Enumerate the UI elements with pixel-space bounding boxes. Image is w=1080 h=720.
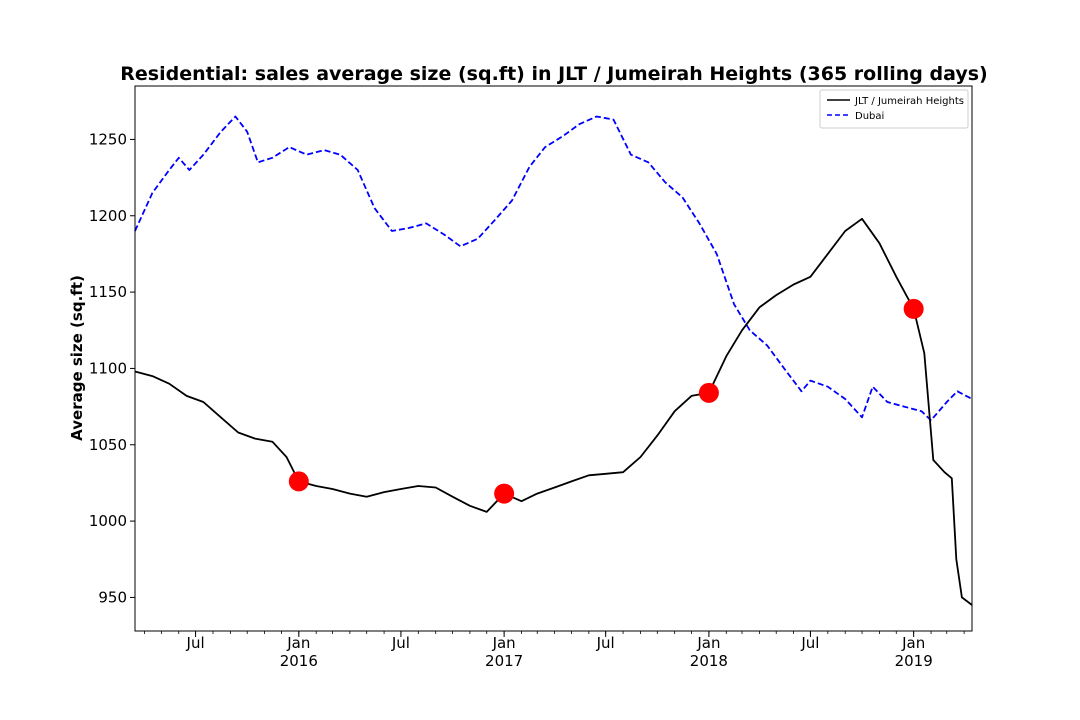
x-tick-label-1: Jan <box>286 634 310 652</box>
marker-point-4 <box>903 298 924 319</box>
y-tick-label-1050: 1050 <box>89 436 127 454</box>
y-axis-label: Average size (sq.ft) <box>68 275 86 441</box>
x-tick-label-0: Jul <box>186 634 205 652</box>
y-tick-label-1200: 1200 <box>89 207 127 225</box>
y-tick-label-1250: 1250 <box>89 130 127 148</box>
series-line-dubai <box>134 115 973 422</box>
x-tick-year-3: 2017 <box>485 652 523 670</box>
y-tick-label-1150: 1150 <box>89 283 127 301</box>
x-tick-year-1: 2016 <box>280 652 318 670</box>
y-tick-label-950: 950 <box>98 588 127 606</box>
x-tick-year-7: 2019 <box>895 652 933 670</box>
y-tick-label-1000: 1000 <box>89 512 127 530</box>
marker-point-3 <box>698 382 719 403</box>
series-line-jlt <box>134 217 973 606</box>
x-tick-label-3: Jan <box>492 634 516 652</box>
legend-label-jlt: JLT / Jumeirah Heights <box>854 96 964 107</box>
chart-title: Residential: sales average size (sq.ft) … <box>120 63 987 85</box>
legend-label-dubai: Dubai <box>855 111 884 122</box>
x-tick-label-6: Jul <box>800 634 819 652</box>
plot-area <box>134 115 973 606</box>
x-tick-label-5: Jan <box>696 634 720 652</box>
plot-frame <box>134 85 973 632</box>
x-tick-label-7: Jan <box>901 634 925 652</box>
x-tick-label-2: Jul <box>391 634 410 652</box>
legend: JLT / Jumeirah Heights Dubai <box>819 89 969 129</box>
y-tick-label-1100: 1100 <box>89 359 127 377</box>
marker-point-1 <box>288 471 309 492</box>
x-tick-year-5: 2018 <box>690 652 728 670</box>
x-tick-label-4: Jul <box>596 634 615 652</box>
legend-box <box>819 89 969 129</box>
marker-point-2 <box>494 483 515 504</box>
